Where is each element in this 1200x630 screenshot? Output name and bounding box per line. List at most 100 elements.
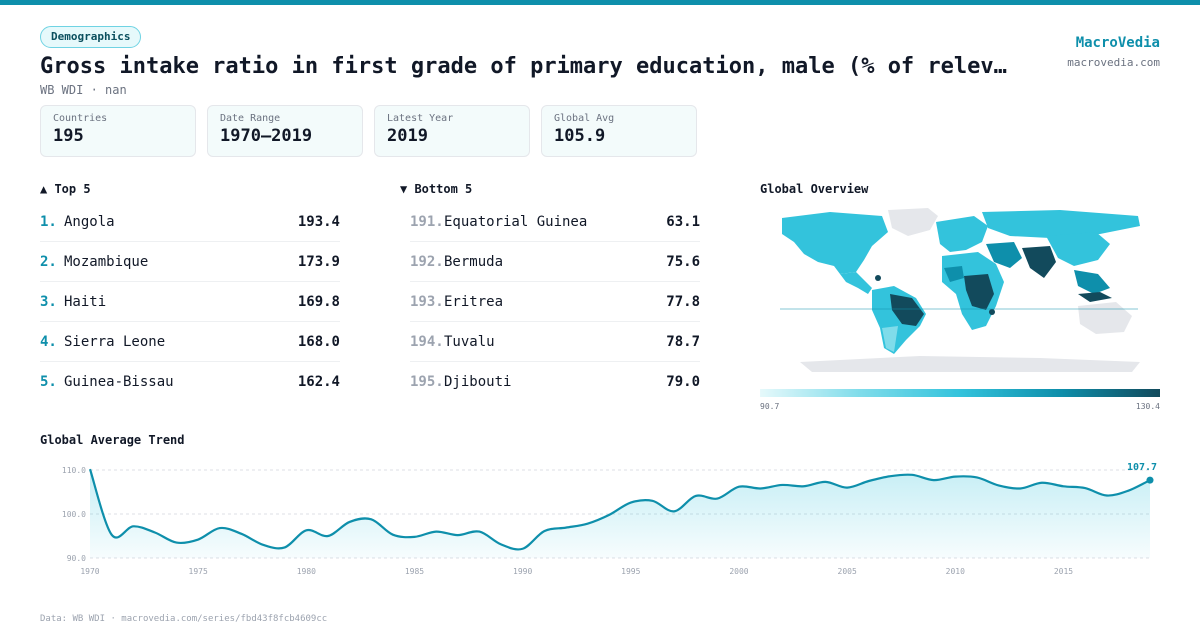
x-tick-label: 2010 <box>946 567 965 576</box>
country-value: 63.1 <box>666 213 700 230</box>
brand-name[interactable]: MacroVedia <box>1075 35 1160 51</box>
x-tick-label: 1980 <box>297 567 316 576</box>
trend-area <box>90 469 1150 558</box>
list-item[interactable]: 191. Equatorial Guinea 63.1 <box>410 202 700 242</box>
list-item[interactable]: 5. Guinea-Bissau 162.4 <box>40 362 340 402</box>
top-accent-strip <box>0 0 1200 5</box>
map-region-antarctica[interactable] <box>800 356 1140 372</box>
stat-card-latest-year: Latest Year 2019 <box>374 105 530 157</box>
country-value: 168.0 <box>297 333 340 350</box>
stat-label: Global Avg <box>554 113 615 124</box>
list-item[interactable]: 2. Mozambique 173.9 <box>40 242 340 282</box>
rank: 5. <box>40 374 57 390</box>
x-tick-label: 1985 <box>405 567 424 576</box>
map-region-southeast-asia[interactable] <box>1074 270 1110 294</box>
last-value-label: 107.7 <box>1127 462 1157 473</box>
map-heading: Global Overview <box>760 182 869 196</box>
x-tick-label: 2000 <box>729 567 748 576</box>
page-subtitle: WB WDI · nan <box>40 83 127 97</box>
color-scale-min: 90.7 <box>760 402 780 411</box>
country-name: Haiti <box>64 293 107 310</box>
map-region-central-africa[interactable] <box>964 274 994 310</box>
stat-value: 1970–2019 <box>220 126 313 146</box>
map-region-australia[interactable] <box>1078 302 1132 334</box>
stat-value: 2019 <box>387 126 428 146</box>
stat-card-countries: Countries 195 <box>40 105 196 157</box>
map-region-east-asia[interactable] <box>1046 232 1110 266</box>
map-region-north-asia[interactable] <box>982 210 1140 238</box>
map-region-europe[interactable] <box>936 216 988 252</box>
map-region-greenland[interactable] <box>888 208 938 236</box>
list-item[interactable]: 195. Djibouti 79.0 <box>410 362 700 402</box>
country-value: 162.4 <box>297 374 340 390</box>
x-tick-label: 1995 <box>621 567 640 576</box>
map-region-indonesia[interactable] <box>1078 292 1112 302</box>
rank: 194. <box>410 333 444 350</box>
map-region-central-america[interactable] <box>840 272 872 294</box>
trend-chart[interactable]: 90.0 100.0 110.0 1970 1975 1980 1985 1990 1995 2… <box>0 455 1200 580</box>
stat-value: 195 <box>53 126 84 146</box>
rank: 1. <box>40 213 57 230</box>
map-region-haiti[interactable] <box>875 275 881 281</box>
country-value: 78.7 <box>666 333 700 350</box>
top5-heading: ▲ Top 5 <box>40 182 91 196</box>
map-region-argentina[interactable] <box>882 326 898 352</box>
list-item[interactable]: 194. Tuvalu 78.7 <box>410 322 700 362</box>
last-data-point[interactable] <box>1146 476 1154 484</box>
stat-label: Date Range <box>220 113 281 124</box>
stat-card-date-range: Date Range 1970–2019 <box>207 105 363 157</box>
list-item[interactable]: 192. Bermuda 75.6 <box>410 242 700 282</box>
country-name: Sierra Leone <box>64 333 166 350</box>
list-item[interactable]: 193. Eritrea 77.8 <box>410 282 700 322</box>
map-region-middle-east[interactable] <box>986 242 1022 268</box>
y-tick-label: 90.0 <box>67 554 86 563</box>
trend-line[interactable] <box>88 468 1151 551</box>
country-value: 77.8 <box>666 293 700 310</box>
rank: 192. <box>410 253 444 270</box>
x-tick-label: 1975 <box>189 567 208 576</box>
x-tick-label: 2015 <box>1054 567 1073 576</box>
brand-url[interactable]: macrovedia.com <box>1067 56 1160 69</box>
stat-label: Latest Year <box>387 113 454 124</box>
map-region-west-africa[interactable] <box>944 266 964 282</box>
map-region-brazil[interactable] <box>890 294 924 326</box>
x-tick-label: 1970 <box>80 567 99 576</box>
world-choropleth-map[interactable] <box>760 202 1160 380</box>
top5-list: 1. Angola 193.4 2. Mozambique 173.9 3. Haiti 1… <box>40 202 340 402</box>
map-region-mozambique[interactable] <box>989 309 995 315</box>
map-region-north-america[interactable] <box>782 212 888 274</box>
y-tick-label: 100.0 <box>62 510 86 519</box>
country-name: Eritrea <box>444 293 504 310</box>
rank: 195. <box>410 374 444 390</box>
country-name: Angola <box>64 213 115 230</box>
rank: 3. <box>40 293 57 310</box>
trend-heading: Global Average Trend <box>40 433 185 447</box>
country-name: Tuvalu <box>444 333 495 350</box>
category-badge[interactable]: Demographics <box>40 26 142 48</box>
x-tick-label: 2005 <box>838 567 857 576</box>
stat-card-global-avg: Global Avg 105.9 <box>541 105 697 157</box>
map-region-south-asia[interactable] <box>1022 246 1056 278</box>
color-scale-bar <box>760 389 1160 397</box>
country-value: 173.9 <box>297 253 340 270</box>
page-title: Gross intake ratio in first grade of pri… <box>40 54 1007 79</box>
country-name: Guinea-Bissau <box>64 374 174 390</box>
footer-source: Data: WB WDI · macrovedia.com/series/fbd… <box>40 614 328 624</box>
rank: 2. <box>40 253 57 270</box>
rank: 191. <box>410 213 444 230</box>
color-scale-max: 130.4 <box>1135 402 1160 411</box>
list-item[interactable]: 3. Haiti 169.8 <box>40 282 340 322</box>
x-tick-label: 1990 <box>513 567 532 576</box>
country-name: Equatorial Guinea <box>444 213 588 230</box>
list-item[interactable]: 1. Angola 193.4 <box>40 202 340 242</box>
list-item[interactable]: 4. Sierra Leone 168.0 <box>40 322 340 362</box>
bottom5-heading: ▼ Bottom 5 <box>400 182 473 196</box>
country-name: Djibouti <box>444 374 512 390</box>
country-value: 169.8 <box>297 293 340 310</box>
rank: 4. <box>40 333 57 350</box>
rank: 193. <box>410 293 444 310</box>
country-value: 75.6 <box>666 253 700 270</box>
stat-value: 105.9 <box>554 126 606 146</box>
bottom5-list: 191. Equatorial Guinea 63.1 192. Bermuda 75.… <box>410 202 700 402</box>
country-name: Mozambique <box>64 253 149 270</box>
